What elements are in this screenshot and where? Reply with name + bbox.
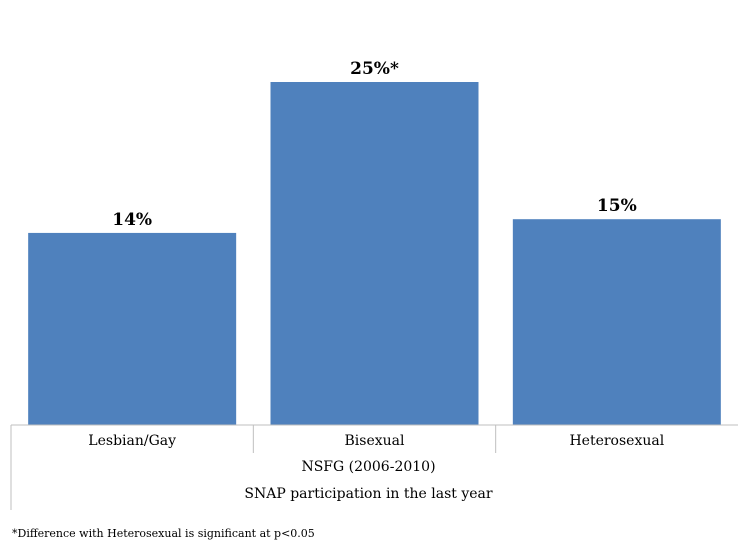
labels-layer: 14% Lesbian/Gay 25%* Bisexual 15% Heterosexua… (88, 59, 664, 502)
data-label: 15% (597, 196, 637, 216)
group-label-survey: NSFG (2006-2010) (301, 459, 435, 475)
category-label: Lesbian/Gay (88, 433, 176, 449)
bar-bisexual (270, 82, 479, 425)
data-label: 14% (112, 210, 152, 230)
bar-heterosexual (512, 219, 721, 425)
footnote: *Difference with Heterosexual is signifi… (12, 527, 315, 540)
category-label: Heterosexual (569, 433, 664, 449)
group-label-measure: SNAP participation in the last year (244, 486, 493, 502)
bar-lesbian-gay (28, 232, 237, 425)
axis-layer (10, 424, 738, 510)
bars-layer (28, 82, 721, 425)
data-label: 25%* (350, 59, 399, 79)
category-label: Bisexual (345, 433, 405, 449)
